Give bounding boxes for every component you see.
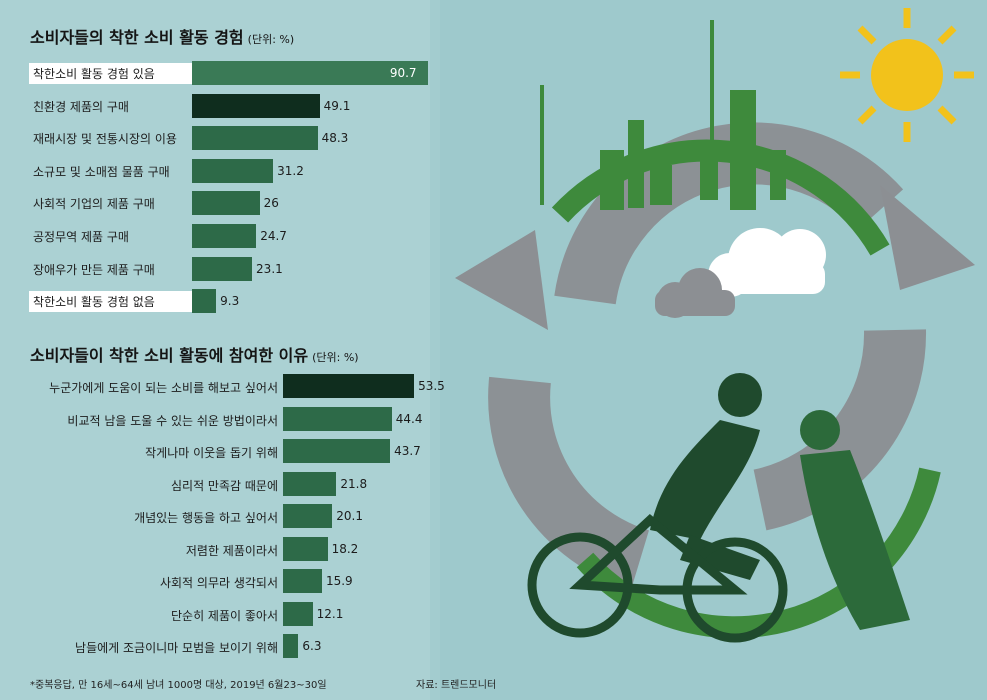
chart-2-bar bbox=[283, 504, 333, 528]
chart-2-category-label: 단순히 제품이 좋아서 bbox=[171, 608, 278, 623]
chart-1-category-label: 사회적 기업의 제품 구매 bbox=[33, 197, 155, 212]
chart-1-value-label: 90.7 bbox=[389, 66, 417, 80]
chart-2-title-text: 소비자들이 착한 소비 활동에 참여한 이유 bbox=[30, 346, 309, 365]
chart-1-bar bbox=[192, 93, 320, 118]
chart-1-bar bbox=[192, 256, 253, 281]
chart-1-category-label: 착한소비 활동 경험 없음 bbox=[29, 291, 195, 313]
chart-2-bar bbox=[283, 536, 328, 561]
chart-2-value-label: 43.7 bbox=[394, 444, 421, 458]
chart-1-category-label: 착한소비 활동 경험 있음 bbox=[29, 63, 195, 84]
chart-2-value-label: 20.1 bbox=[336, 509, 363, 523]
chart-2-bar bbox=[283, 406, 392, 431]
chart-1-value-label: 23.1 bbox=[256, 261, 283, 276]
chart-1-value-label: 48.3 bbox=[321, 131, 349, 146]
chart-2-category-label: 남들에게 조금이니마 모범을 보이기 위해 bbox=[75, 641, 278, 655]
arrow-head-left bbox=[455, 230, 548, 330]
source-note: 자료: 트렌드모니터 bbox=[416, 680, 497, 691]
chart-1-category-label: 재래시장 및 전통시장의 이용 bbox=[33, 132, 177, 147]
chart-2-category-label: 누군가에게 도움이 되는 소비를 해보고 싶어서 bbox=[49, 381, 278, 395]
chart-2-bar bbox=[283, 569, 322, 593]
chart-1-bar bbox=[192, 158, 274, 183]
chart-1-value-label: 9.3 bbox=[220, 294, 240, 309]
chart-1-value-label: 26 bbox=[263, 196, 279, 211]
chart-1-category-label: 친환경 제품의 구매 bbox=[33, 99, 129, 114]
cyclist-silhouette bbox=[650, 373, 762, 580]
chart-2-value-label: 44.4 bbox=[395, 411, 423, 426]
city-buildings bbox=[540, 20, 786, 210]
chart-2-value-label: 21.8 bbox=[340, 476, 368, 491]
chart-1-value-label: 49.1 bbox=[323, 98, 351, 113]
chart-1-title-text: 소비자들의 착한 소비 활동 경험 bbox=[30, 28, 244, 47]
chart-1-bar bbox=[192, 126, 318, 151]
chart-1-title: 소비자들의 착한 소비 활동 경험 (단위: %) bbox=[30, 24, 294, 48]
chart-2-category-label: 작게나마 이웃을 돕기 위해 bbox=[145, 446, 278, 460]
sun-icon bbox=[840, 8, 974, 142]
chart-2-value-label: 12.1 bbox=[316, 606, 344, 621]
chart-2-value-label: 15.9 bbox=[325, 574, 353, 588]
chart-2-bar bbox=[283, 471, 337, 496]
green-band-bottom bbox=[576, 467, 941, 639]
bicycle-icon bbox=[527, 514, 788, 643]
arrow-head-right bbox=[880, 185, 975, 290]
chart-2-bar bbox=[283, 374, 415, 398]
footnote: *중복응답, 만 16세~64세 남녀 1000명 대상, 2019년 6월23… bbox=[30, 680, 327, 691]
chart-1-category-label: 공정무역 제품 구매 bbox=[33, 230, 129, 244]
chart-1-bar bbox=[192, 61, 428, 85]
chart-1-category-label: 장애우가 만든 제품 구매 bbox=[33, 262, 155, 277]
chart-2-value-label: 6.3 bbox=[302, 639, 322, 653]
chart-1-unit: (단위: %) bbox=[247, 33, 295, 46]
chart-1-value-label: 31.2 bbox=[277, 163, 304, 178]
chart-2-category-label: 심리적 만족감 때문에 bbox=[171, 478, 278, 493]
chart-1-value-label: 24.7 bbox=[260, 229, 287, 243]
chart-1-bar bbox=[192, 191, 260, 216]
chart-2-title: 소비자들이 착한 소비 활동에 참여한 이유 (단위: %) bbox=[30, 342, 359, 366]
chart-2-category-label: 저렴한 제품이라서 bbox=[185, 543, 278, 558]
chart-2-value-label: 18.2 bbox=[331, 541, 359, 556]
chart-2-bar bbox=[283, 601, 313, 626]
chart-2-category-label: 개념있는 행동을 하고 싶어서 bbox=[134, 511, 278, 525]
walking-person-silhouette bbox=[800, 410, 910, 630]
chart-1-category-label: 소규모 및 소매점 물품 구매 bbox=[33, 164, 170, 179]
chart-2-category-label: 비교적 남을 도울 수 있는 쉬운 방법이라서 bbox=[67, 413, 278, 428]
chart-2-bar bbox=[283, 634, 299, 658]
chart-1-bar bbox=[192, 224, 257, 248]
chart-2-bar bbox=[283, 439, 391, 463]
chart-1-bar bbox=[192, 289, 217, 314]
chart-2-unit: (단위: %) bbox=[312, 351, 359, 364]
chart-2-category-label: 사회적 의무라 생각되서 bbox=[159, 576, 278, 590]
chart-2-value-label: 53.5 bbox=[418, 379, 445, 393]
